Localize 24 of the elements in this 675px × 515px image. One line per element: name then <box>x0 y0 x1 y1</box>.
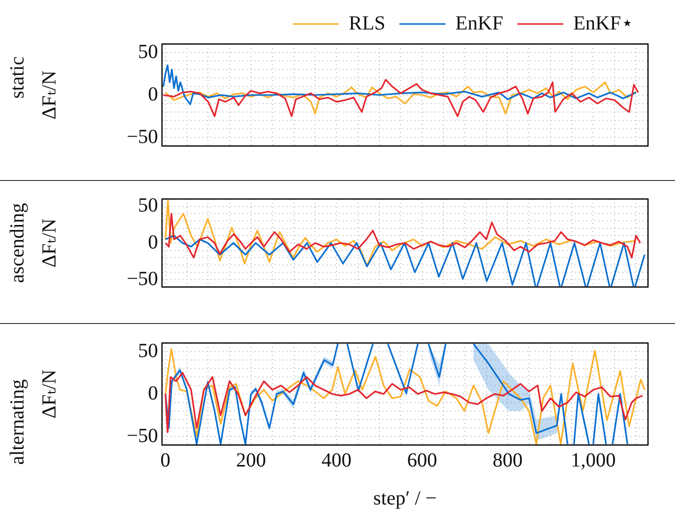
y-tick-label: 50 <box>138 40 158 63</box>
y-axis-title: ΔFₜ/N <box>38 370 60 418</box>
y-tick-label: −50 <box>126 268 158 290</box>
y-tick-label: −50 <box>126 424 158 447</box>
y-axis-title: ΔFₜ/N <box>38 70 60 120</box>
y-tick-label: 0 <box>148 382 158 404</box>
y-tick-label: 50 <box>138 194 158 217</box>
text: ascending <box>6 203 28 283</box>
x-tick-label: 400 <box>322 449 352 472</box>
x-tick-label: 1,000 <box>570 449 616 472</box>
y-axis-title: ΔFₜ/N <box>38 218 60 268</box>
y-tick-label: 0 <box>148 83 158 106</box>
legend-label: EnKF⋆ <box>573 12 634 34</box>
legend-label: RLS <box>348 12 386 34</box>
y-tick-label: 50 <box>138 340 158 362</box>
text: alternating <box>6 379 28 465</box>
text: static <box>6 56 28 99</box>
legend-label: EnKF <box>455 12 504 34</box>
x-axis-title: step′ / − <box>373 487 437 510</box>
y-tick-label: −50 <box>126 126 158 148</box>
x-tick-label: 200 <box>236 449 266 472</box>
x-tick-label: 600 <box>407 449 438 472</box>
x-tick-label: 800 <box>492 449 523 472</box>
y-tick-label: 0 <box>148 231 158 254</box>
